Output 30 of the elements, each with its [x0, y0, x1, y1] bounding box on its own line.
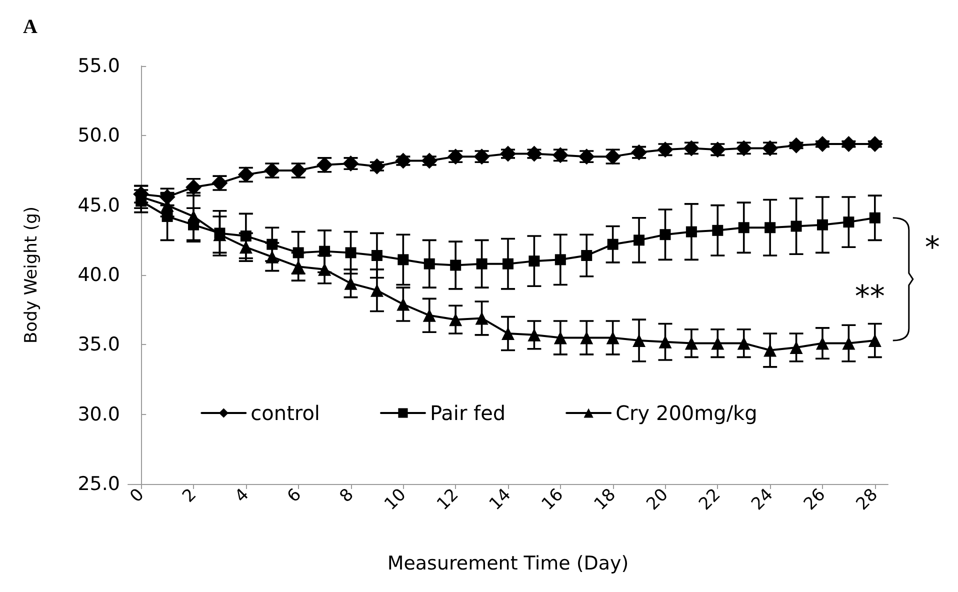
- x-tick-label: 26: [800, 484, 830, 514]
- x-axis-title: Measurement Time (Day): [387, 552, 629, 574]
- y-tick-label: 30.0: [78, 403, 120, 426]
- x-tick-label: 20: [642, 484, 672, 514]
- y-tick-label: 55.0: [78, 55, 120, 77]
- y-tick-label: 45.0: [78, 194, 120, 216]
- annotation: **: [854, 280, 885, 315]
- text: *: [924, 230, 940, 266]
- y-tick-label: 25.0: [78, 473, 120, 495]
- y-tick-label: 50.0: [78, 124, 120, 147]
- y-axis-title: Body Weight (g): [22, 206, 42, 344]
- y-tick-label: 35.0: [78, 334, 120, 356]
- x-tick-label: 22: [695, 484, 725, 514]
- x-tick-label: 8: [336, 484, 358, 507]
- y-tick-label: 40.0: [78, 264, 120, 286]
- chart-title: A: [23, 16, 38, 38]
- x-tick-label: 4: [231, 484, 253, 507]
- x-tick-label: 28: [852, 484, 882, 514]
- x-tick-label: 0: [126, 484, 148, 507]
- x-tick-label: 12: [433, 484, 463, 514]
- x-tick-label: 2: [178, 484, 201, 507]
- x-tick-label: 14: [486, 484, 516, 514]
- x-tick-label: 6: [284, 484, 306, 507]
- legend-label: Cry 200mg/kg: [616, 401, 758, 425]
- x-tick-label: 10: [380, 484, 410, 514]
- x-tick-label: 24: [748, 484, 778, 514]
- x-tick-label: 18: [590, 484, 620, 514]
- legend-label: control: [250, 401, 320, 425]
- x-tick-label: 16: [538, 484, 568, 514]
- legend-label: Pair fed: [430, 401, 506, 425]
